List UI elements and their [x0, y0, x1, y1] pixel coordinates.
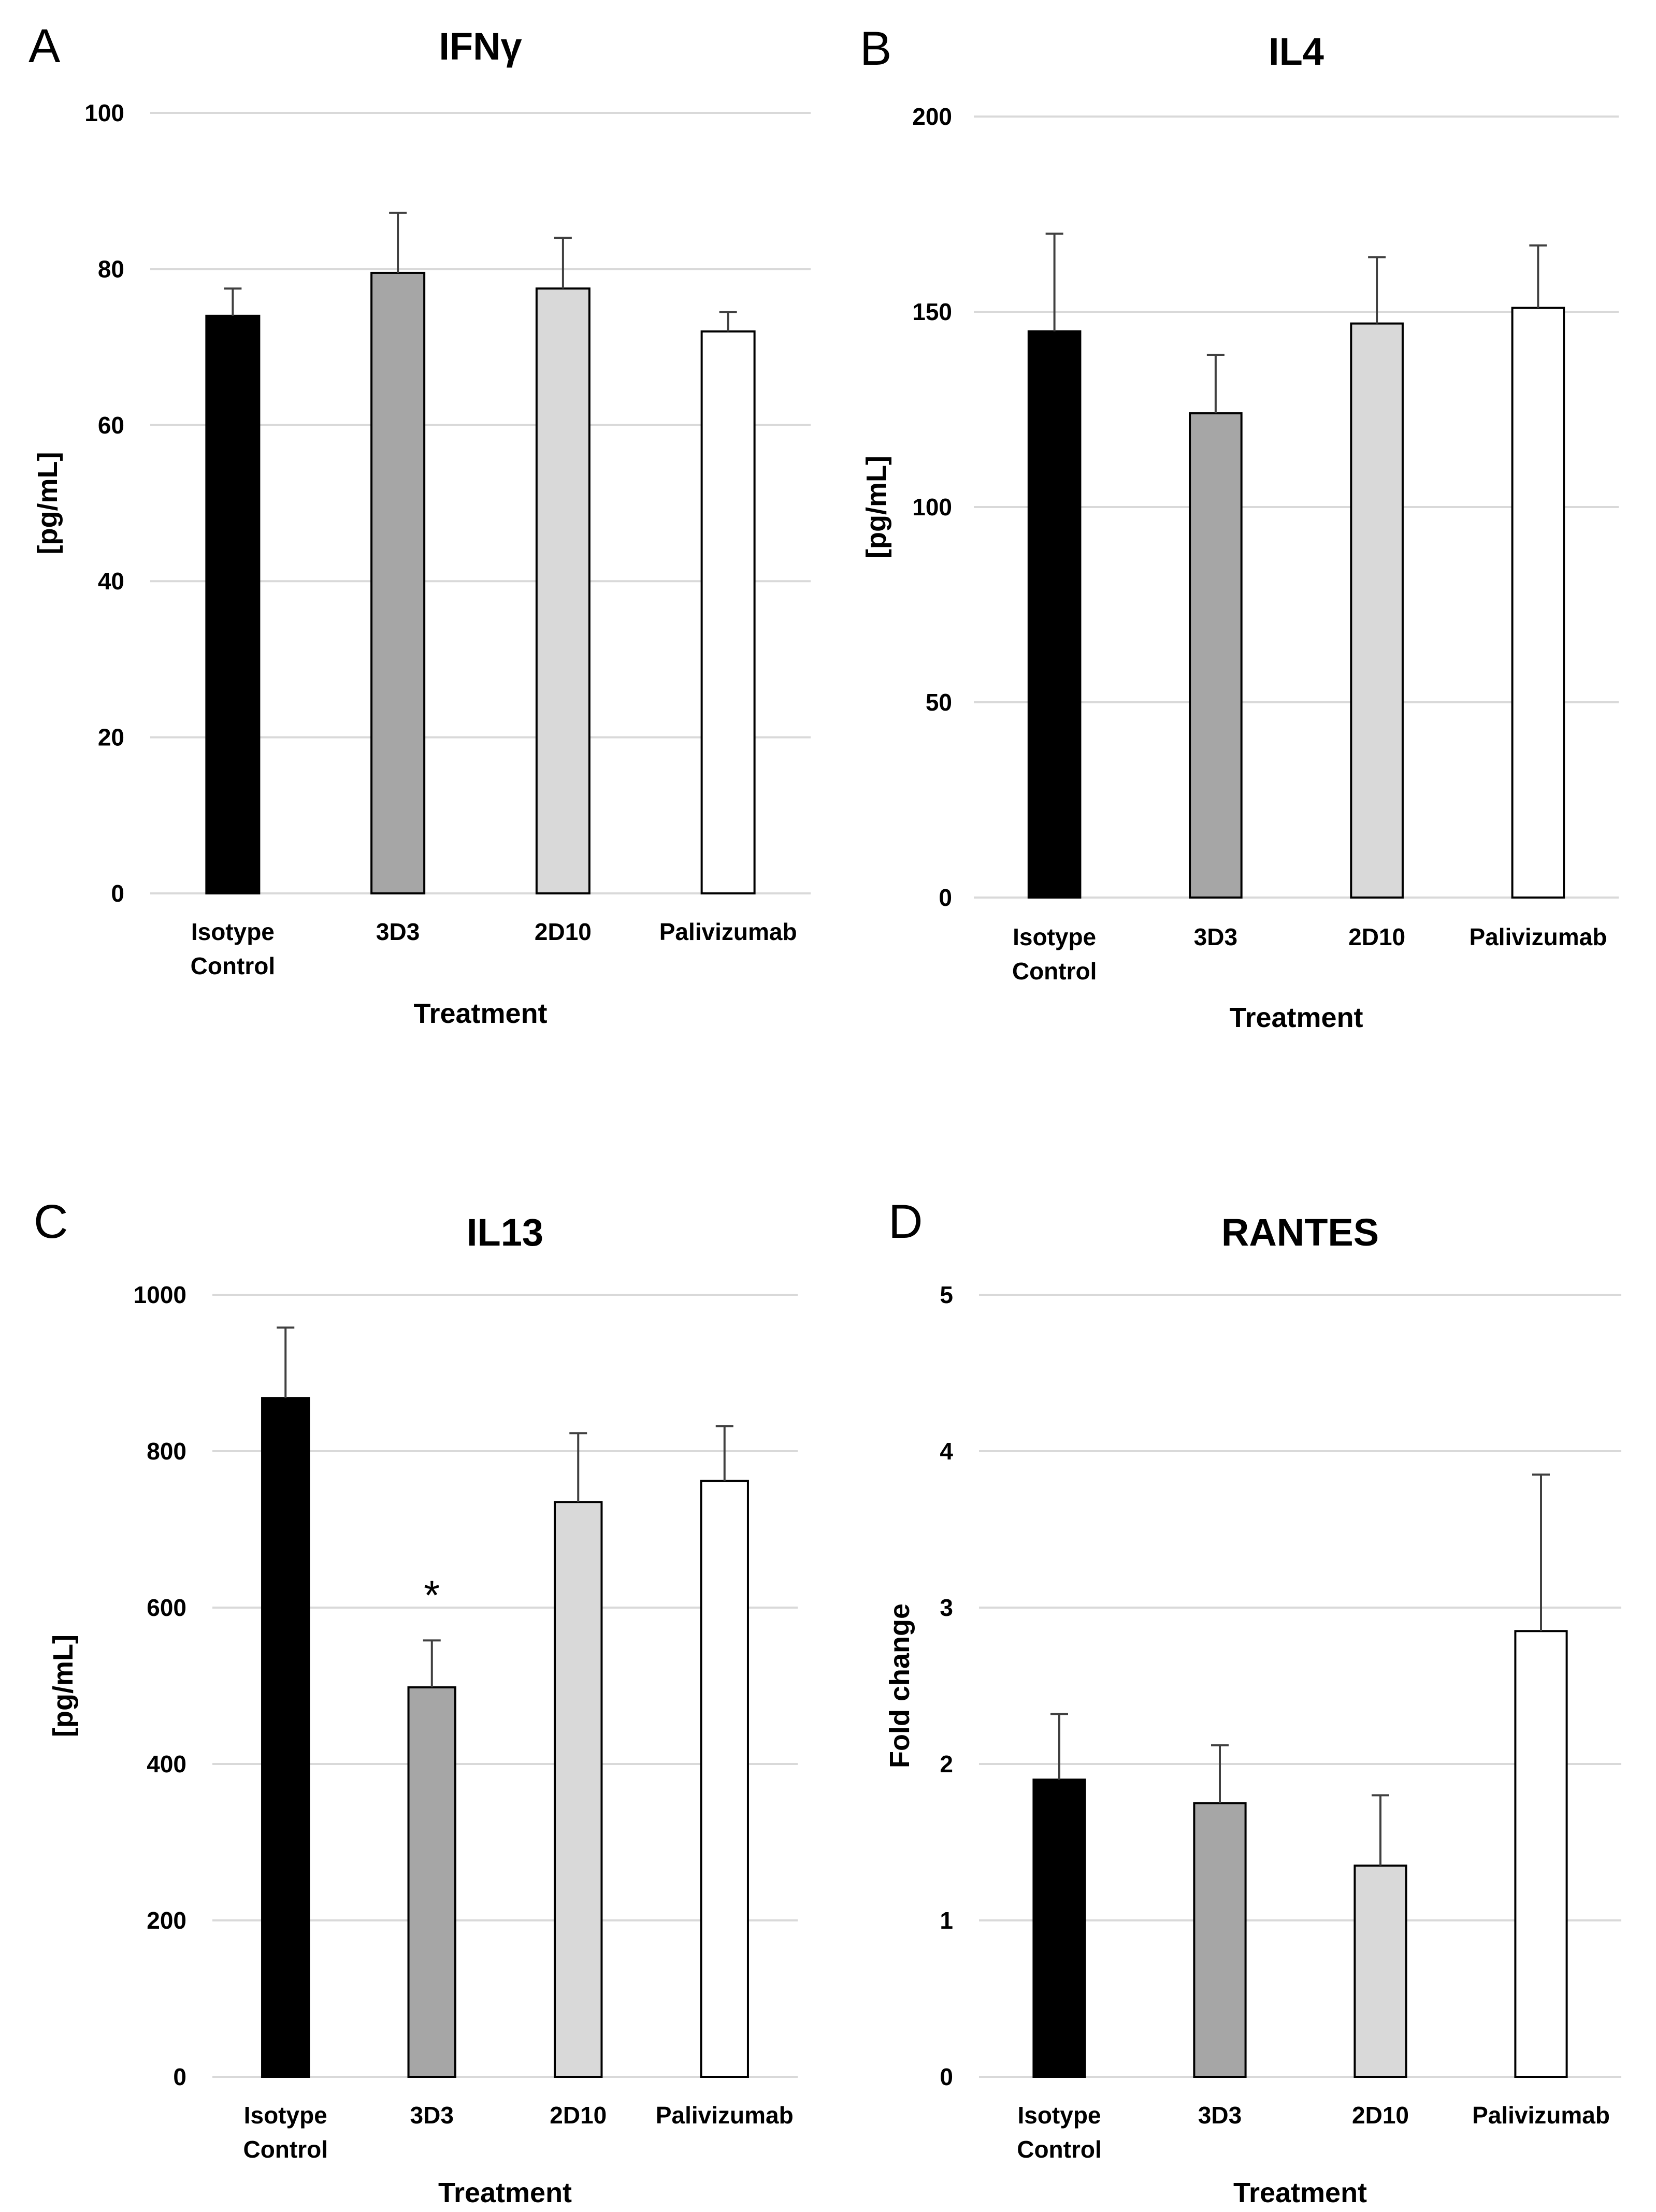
y-tick-label: 0: [939, 884, 952, 911]
x-axis-title: Treatment: [413, 998, 547, 1029]
x-tick-label: Palivizumab: [656, 2102, 794, 2129]
bar-palivizumab: [700, 1480, 749, 2078]
x-tick-label: Isotype: [191, 918, 275, 945]
y-axis-title: [pg/mL]: [48, 1635, 79, 1737]
y-tick-label: 100: [912, 494, 952, 521]
y-tick-label: 0: [111, 880, 124, 907]
y-tick-label: 80: [98, 255, 124, 282]
bar-3d3: [407, 1686, 456, 2078]
bar-3d3: [1189, 412, 1243, 899]
y-tick-label: 2: [940, 1751, 953, 1777]
y-tick-label: 40: [98, 568, 124, 595]
significance-asterisk: *: [424, 1572, 440, 1618]
y-tick-label: 50: [926, 689, 952, 716]
y-axis-title: Fold change: [884, 1603, 915, 1768]
y-axis-title: [pg/mL]: [861, 456, 892, 558]
bar-3d3: [1193, 1802, 1247, 2078]
y-tick-label: 20: [98, 724, 124, 751]
bar-isotype-control: [205, 314, 261, 895]
chart-panel-d: D RANTES 0 1 2 3 4 5 Isotype Control 3D3 2D10 Palivi…: [884, 1195, 1621, 2208]
y-tick-label: 400: [147, 1751, 186, 1777]
y-tick-label: 200: [147, 1907, 186, 1934]
bar-isotype-control: [1027, 330, 1082, 899]
x-tick-label: 2D10: [550, 2102, 607, 2129]
panel-letter: A: [28, 20, 61, 73]
x-tick-label: Control: [1012, 958, 1097, 985]
panel-letter: B: [860, 22, 891, 75]
x-tick-label: Palivizumab: [1469, 923, 1607, 950]
y-tick-label: 600: [147, 1594, 186, 1621]
x-tick-label: Isotype: [1013, 923, 1096, 950]
x-tick-label: Control: [1017, 2136, 1102, 2163]
y-tick-label: 0: [940, 2063, 953, 2090]
x-tick-label: Control: [243, 2136, 328, 2163]
y-tick-label: 150: [912, 298, 952, 325]
y-tick-label: 200: [912, 103, 952, 130]
y-tick-label: 1000: [134, 1281, 186, 1308]
bar-2d10: [554, 1501, 603, 2078]
x-tick-label: Palivizumab: [1472, 2102, 1610, 2129]
y-tick-label: 60: [98, 412, 124, 439]
bar-palivizumab: [700, 330, 756, 895]
panel-letter: D: [888, 1195, 923, 1248]
chart-panel-a: A IFNγ 0 20 40 60 80 100 Isotype Control 3D3 2D10 Pa…: [28, 20, 811, 1029]
x-tick-label: 2D10: [1352, 2102, 1409, 2129]
x-tick-label: 3D3: [1198, 2102, 1242, 2129]
x-tick-label: 3D3: [376, 918, 420, 945]
x-axis-title: Treatment: [438, 2177, 572, 2208]
bar-isotype-control: [1032, 1779, 1086, 2078]
x-axis-title: Treatment: [1233, 2177, 1367, 2208]
chart-title: IL4: [1269, 30, 1324, 73]
bar-isotype-control: [261, 1397, 310, 2078]
bar-palivizumab: [1514, 1630, 1568, 2078]
y-tick-label: 5: [940, 1281, 953, 1308]
bar-2d10: [535, 287, 591, 895]
bar-2d10: [1353, 1864, 1407, 2078]
y-tick-label: 0: [173, 2063, 186, 2090]
y-tick-label: 3: [940, 1594, 953, 1621]
y-axis-title: [pg/mL]: [32, 452, 63, 555]
x-tick-label: Control: [191, 952, 276, 979]
y-tick-label: 4: [940, 1438, 953, 1465]
x-tick-label: Palivizumab: [659, 918, 797, 945]
x-axis-title: Treatment: [1229, 1002, 1363, 1033]
y-tick-label: 100: [84, 99, 124, 126]
y-tick-label: 1: [940, 1907, 953, 1934]
chart-title: IL13: [467, 1211, 543, 1254]
chart-panel-b: B IL4 0 50 100 150 200 Isotype Control 3D3 2D10 Pal…: [860, 22, 1619, 1033]
chart-title: IFNγ: [439, 25, 522, 68]
x-tick-label: 3D3: [1194, 923, 1237, 950]
x-tick-label: 2D10: [1348, 923, 1405, 950]
chart-title: RANTES: [1221, 1211, 1379, 1254]
panel-letter: C: [34, 1195, 68, 1248]
x-tick-label: 3D3: [410, 2102, 454, 2129]
x-tick-label: Isotype: [1017, 2102, 1101, 2129]
bar-3d3: [370, 271, 426, 894]
bar-2d10: [1350, 322, 1404, 899]
x-tick-label: 2D10: [535, 918, 592, 945]
x-tick-label: Isotype: [244, 2102, 327, 2129]
chart-panel-c: C IL13 0 200 400 600 800 1000 Isotype Control 3D3 2…: [34, 1195, 798, 2208]
bar-palivizumab: [1511, 307, 1565, 899]
y-tick-label: 800: [147, 1438, 186, 1465]
